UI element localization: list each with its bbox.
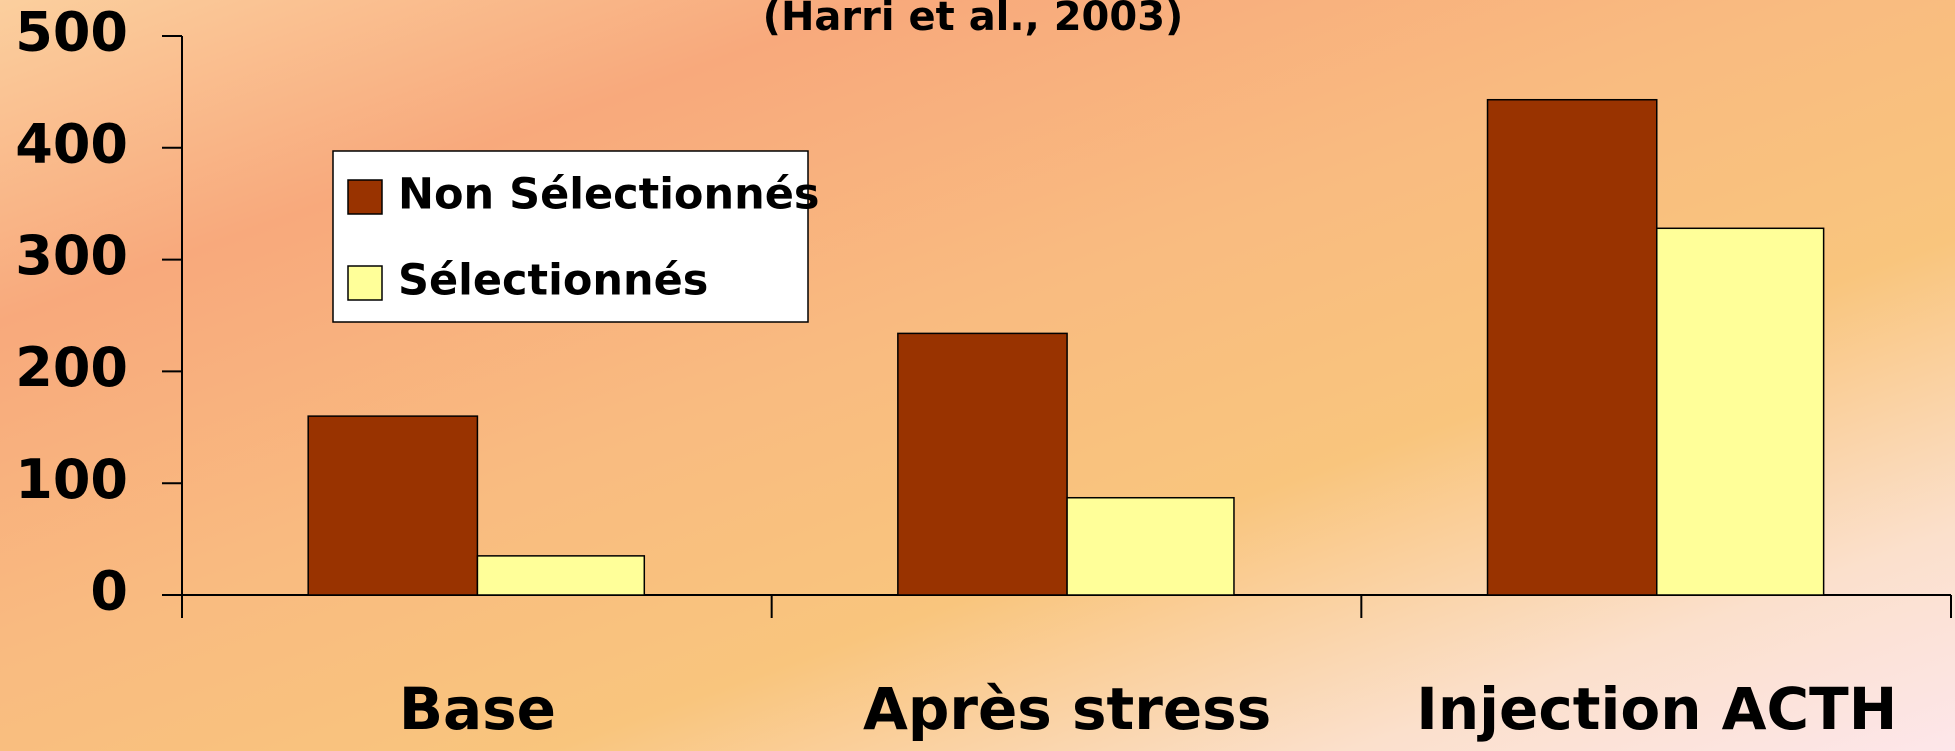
- y-tick-label: 500: [15, 1, 128, 64]
- y-tick-label: 300: [15, 224, 128, 287]
- bar: [307, 415, 479, 596]
- legend-swatch: [347, 179, 383, 215]
- bar: [897, 332, 1068, 596]
- bar: [1066, 496, 1235, 596]
- bar: [476, 555, 646, 596]
- y-tick-label: 400: [15, 112, 128, 175]
- bar: [1486, 98, 1658, 596]
- chart-title: (Harri et al., 2003): [763, 0, 1184, 40]
- x-tick-label: Injection ACTH: [1416, 675, 1897, 743]
- x-tick-label: Après stress: [863, 675, 1271, 743]
- legend-label: Non Sélectionnés: [398, 170, 819, 220]
- legend-label: Sélectionnés: [398, 256, 708, 306]
- y-tick-label: 100: [15, 448, 128, 511]
- x-tick-label: Base: [399, 675, 556, 743]
- y-tick-label: 0: [90, 560, 128, 623]
- legend-swatch: [347, 265, 383, 301]
- y-tick-label: 200: [15, 336, 128, 399]
- legend-box: [332, 150, 809, 323]
- bar: [1656, 227, 1825, 596]
